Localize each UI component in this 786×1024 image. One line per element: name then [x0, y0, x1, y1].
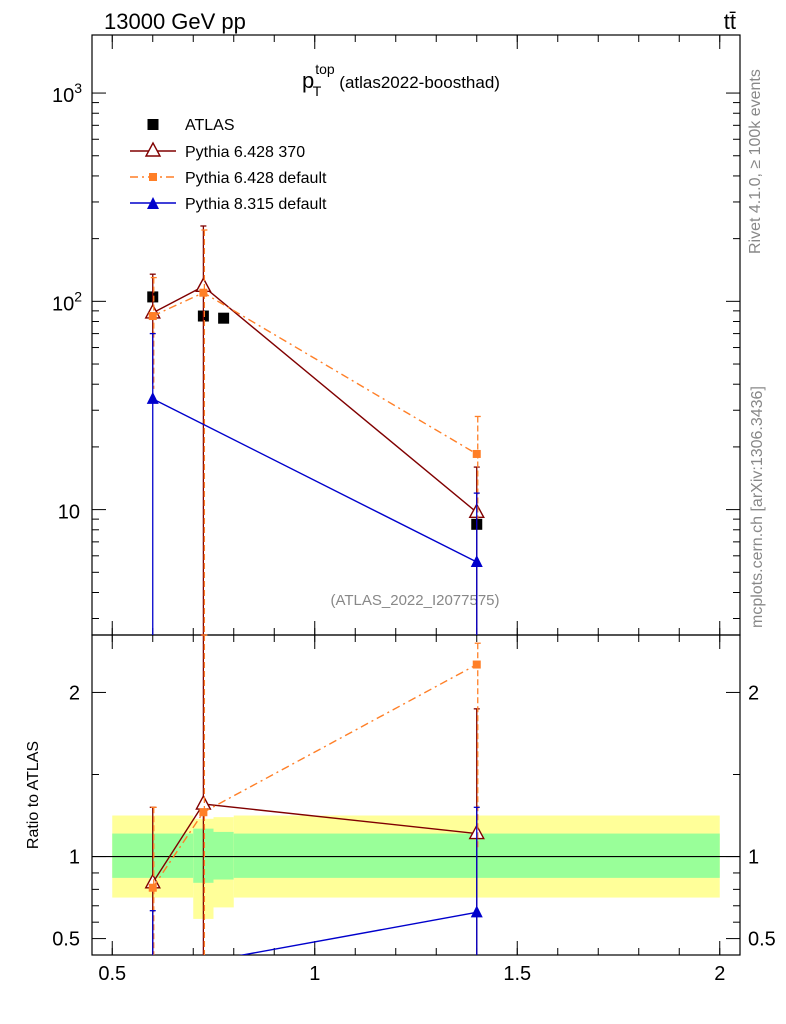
ratio-uncertainty-bands [92, 815, 740, 919]
x-tick-label-3: 2 [714, 963, 725, 985]
y-tick-labels-ratio: 0.5 1 2 0.5 1 2 [52, 682, 776, 950]
ratio-line-p8_default [238, 911, 477, 955]
ratio-point-p6_default-0 [148, 883, 157, 892]
legend-marker-pythia6-default [149, 173, 157, 181]
point-p6_default-2 [472, 449, 481, 458]
y-tick-labels-main: 103 102 10 [52, 80, 82, 524]
point-p6_default-1 [199, 288, 208, 297]
header-energy: 13000 GeV pp [104, 9, 246, 34]
legend-label-atlas: ATLAS [185, 117, 235, 134]
legend-label-pythia8-default: Pythia 8.315 default [185, 196, 327, 213]
point-p8_default-0 [146, 391, 159, 404]
ratio-tick-left-1: 1 [69, 847, 80, 869]
legend-marker-atlas [147, 119, 159, 130]
plot-title: ptop T (atlas2022-boosthad) [302, 61, 500, 99]
mcplots-source-label: mcplots.cern.ch [arXiv:1306.3436] [749, 386, 766, 628]
series-line-p8_default [152, 398, 478, 563]
x-tick-label-0: 0.5 [98, 963, 126, 985]
axes: 0.5 1 1.5 2 103 102 10 0.5 1 2 0.5 1 2 [52, 35, 776, 985]
y-tick-label-10: 10 [58, 502, 80, 524]
ratio-tick-left-2: 2 [69, 682, 80, 704]
legend-label-pythia6-370: Pythia 6.428 370 [185, 144, 305, 161]
rivet-version-label: Rivet 4.1.0, ≥ 100k events [747, 69, 764, 254]
x-tick-label-1: 1 [309, 963, 320, 985]
ratio-point-p6_default-1 [199, 808, 208, 817]
ratio-point-p8_default-1 [470, 905, 483, 918]
legend: ATLAS Pythia 6.428 370 Pythia 6.428 defa… [130, 117, 327, 213]
point-p8_default-1 [470, 555, 483, 568]
ratio-plot-series [144, 634, 485, 955]
ratio-plot-frame [91, 634, 741, 956]
x-tick-labels: 0.5 1 1.5 2 [98, 963, 725, 985]
ratio-tick-left-0: 0.5 [52, 929, 80, 951]
point-data-2 [218, 312, 230, 324]
ratio-tick-right-2: 2 [748, 682, 759, 704]
ratio-tick-right-1: 1 [748, 847, 759, 869]
ratio-band-inner-2 [213, 831, 234, 880]
legend-label-pythia6-default: Pythia 6.428 default [185, 170, 327, 187]
legend-marker-pythia8-default [147, 197, 159, 209]
ratio-axis-label: Ratio to ATLAS [25, 741, 42, 849]
legend-marker-pythia6-370 [144, 141, 162, 157]
y-tick-label-100: 102 [52, 288, 82, 315]
ratio-point-p6_default-2 [472, 660, 481, 669]
x-tick-label-2: 1.5 [503, 963, 531, 985]
header-process: tt̄ [724, 9, 736, 34]
y-tick-label-1000: 103 [52, 80, 82, 107]
main-plot-series [144, 225, 485, 635]
ratio-point-p6_370-1 [195, 794, 212, 810]
point-p6_default-0 [148, 312, 157, 321]
ratio-tick-right-0: 0.5 [748, 929, 776, 951]
analysis-watermark: (ATLAS_2022_I2077575) [330, 592, 499, 609]
